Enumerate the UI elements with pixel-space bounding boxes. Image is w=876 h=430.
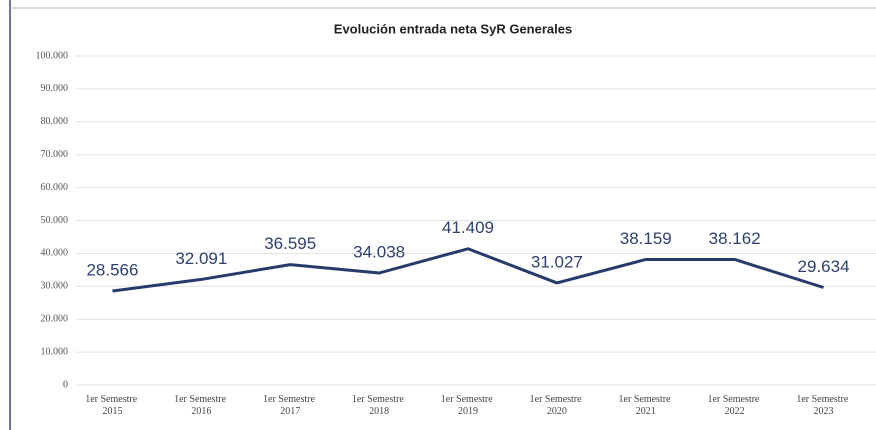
data-label: 38.159 [620, 229, 672, 248]
data-label: 41.409 [442, 218, 494, 237]
data-label: 29.634 [798, 257, 850, 276]
x-tick-line: 1er Semestre [263, 394, 317, 405]
data-line [112, 247, 825, 293]
x-tick-line: 2020 [547, 406, 567, 417]
data-label: 31.027 [531, 252, 583, 271]
data-label: 36.595 [264, 234, 316, 253]
y-tick-label: 90.000 [41, 83, 69, 94]
data-label: 38.162 [709, 229, 761, 248]
x-tick-line: 1er Semestre [796, 394, 850, 405]
y-tick-label: 70.000 [41, 149, 69, 160]
x-tick-line: 2021 [636, 406, 656, 417]
x-tick-line: 1er Semestre [85, 394, 139, 405]
x-tick-line: 2017 [280, 406, 300, 417]
x-tick-label: 1er Semestre 2020 [530, 394, 584, 417]
y-tick-label: 60.000 [41, 182, 69, 193]
x-tick-line: 1er Semestre [707, 394, 761, 405]
x-tick-line: 2023 [814, 406, 834, 417]
x-tick-line: 2015 [102, 406, 122, 417]
x-tick-line: 2019 [458, 406, 478, 417]
data-label: 28.566 [86, 261, 138, 280]
x-tick-line: 2022 [725, 406, 745, 417]
x-tick-label: 1er Semestre 2023 [796, 394, 850, 417]
y-tick-label: 80.000 [41, 116, 69, 127]
y-tick-label: 100.000 [36, 50, 69, 61]
x-tick-line: 2018 [369, 406, 389, 417]
x-tick-label: 1er Semestre 2018 [352, 394, 406, 417]
x-tick-label: 1er Semestre 2019 [441, 394, 495, 417]
x-tick-label: 1er Semestre 2017 [263, 394, 317, 417]
y-tick-label: 40.000 [41, 248, 69, 259]
data-label: 34.038 [353, 242, 405, 261]
x-tick-label: 1er Semestre 2016 [174, 394, 228, 417]
y-tick-label: 0 [63, 379, 68, 390]
data-label: 32.091 [175, 249, 227, 268]
chart-title: Evolución entrada neta SyR Generales [334, 21, 572, 36]
x-tick-line: 2016 [191, 406, 211, 417]
x-tick-line: 1er Semestre [619, 394, 673, 405]
x-tick-label: 1er Semestre 2021 [619, 394, 673, 417]
y-tick-label: 20.000 [41, 313, 69, 324]
y-tick-label: 30.000 [41, 281, 69, 292]
x-tick-line: 1er Semestre [441, 394, 495, 405]
x-tick-line: 1er Semestre [530, 394, 584, 405]
y-tick-label: 10.000 [41, 346, 69, 357]
x-tick-line: 1er Semestre [352, 394, 406, 405]
x-tick-line: 1er Semestre [174, 394, 228, 405]
y-tick-label: 50.000 [41, 215, 69, 226]
x-tick-label: 1er Semestre 2022 [707, 394, 761, 417]
x-tick-label: 1er Semestre 2015 [85, 394, 139, 417]
